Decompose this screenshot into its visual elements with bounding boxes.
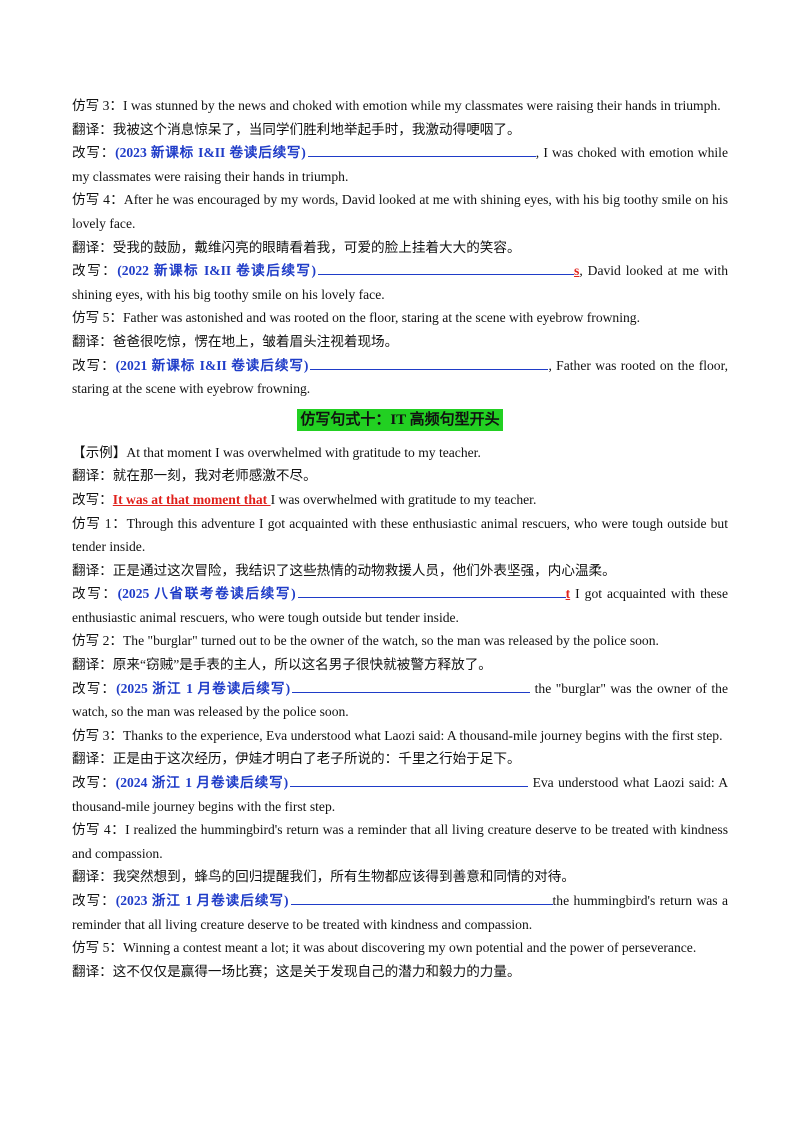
source-label: (2024 浙江 1 月卷读后续写) <box>115 775 289 791</box>
imitation-3b-sentence: 仿写 3：Thanks to the experience, Eva under… <box>72 727 723 743</box>
answer-blank[interactable] <box>318 259 575 276</box>
rewrite-tail: , I was choked with emotion while my cla… <box>72 145 728 184</box>
source-label: (2021 新课标 I&II 卷读后续写) <box>115 357 309 373</box>
section-heading-wrap: 仿写句式十：IT 高频句型开头 <box>72 408 728 435</box>
source-label: (2025 浙江 1 月卷读后续写) <box>116 680 291 696</box>
document-page: 仿写 3：I was stunned by the news and choke… <box>72 94 728 983</box>
answer-blank[interactable] <box>292 677 531 693</box>
imitation-1-rewrite: 改写：(2025 八省联考卷读后续写) t I got acquainted wi… <box>72 582 728 629</box>
imitation-5-translation: 翻译：爸爸很吃惊，愣在地上，皱着眉头注视着现场。 <box>72 333 399 349</box>
section-heading: 仿写句式十：IT 高频句型开头 <box>297 408 503 431</box>
example-translation: 翻译：就在那一刻，我对老师感激不尽。 <box>72 468 317 484</box>
imitation-5b-translation: 翻译：这不仅仅是赢得一场比赛；这是关于发现自己的潜力和毅力的力量。 <box>72 963 521 979</box>
source-label: (2023 新课标 I&II 卷读后续写) <box>115 145 306 161</box>
imitation-2-rewrite: 改写：(2025 浙江 1 月卷读后续写) the "burglar" was … <box>72 677 728 724</box>
answer-blank[interactable] <box>290 771 529 788</box>
answer-blank[interactable] <box>290 889 553 905</box>
imitation-3-sentence: 仿写 3：I was stunned by the news and choke… <box>72 94 728 118</box>
source-label: (2022 新课标 I&II 卷读后续写) <box>117 263 317 279</box>
imitation-5b-sentence: 仿写 5：Winning a contest meant a lot; it w… <box>72 940 697 956</box>
source-label: (2023 浙江 1 月卷读后续写) <box>115 893 289 908</box>
imitation-3b-rewrite: 改写：(2024 浙江 1 月卷读后续写) Eva understood wha… <box>72 771 728 818</box>
answer-blank[interactable] <box>307 141 536 158</box>
answer-blank[interactable] <box>310 354 549 370</box>
imitation-3-translation: 翻译：我被这个消息惊呆了，当同学们胜利地举起手时，我激动得哽咽了。 <box>72 121 521 137</box>
imitation-4b-rewrite: 改写：(2023 浙江 1 月卷读后续写) the hummingbird's r… <box>72 889 728 936</box>
example-sentence: 【示例】At that moment I was overwhelmed wit… <box>72 444 481 460</box>
imitation-4-sentence: 仿写 4：After he was encouraged by my words… <box>72 192 728 231</box>
imitation-4b-sentence: 仿写 4：I realized the hummingbird's return… <box>72 822 728 861</box>
sentence-text: I was stunned by the news and choked wit… <box>122 98 721 113</box>
red-answer-fragment: s <box>574 263 580 279</box>
imitation-4b-translation: 翻译：我突然想到，蜂鸟的回归提醒我们，所有生物都应该得到善意和同情的对待。 <box>72 869 575 885</box>
red-answer-fragment: It was at that moment that <box>112 491 271 507</box>
source-label: (2025 八省联考卷读后续写) <box>117 586 296 602</box>
example-rewrite: 改写：It was at that moment that I was over… <box>72 491 537 507</box>
imitation-5-rewrite: 改写：(2021 新课标 I&II 卷读后续写), Father was roo… <box>72 354 728 401</box>
item-label: 仿写 3： <box>72 98 123 113</box>
red-answer-fragment: t <box>565 586 571 602</box>
imitation-4-rewrite: 改写：(2022 新课标 I&II 卷读后续写) s, David looked … <box>72 259 728 306</box>
imitation-1-translation: 翻译：正是通过这次冒险，我结识了这些热情的动物救援人员，他们外表坚强，内心温柔。 <box>72 562 616 578</box>
imitation-2-sentence: 仿写 2：The "burglar" turned out to be the … <box>72 633 659 649</box>
imitation-4-translation: 翻译：受我的鼓励，戴维闪亮的眼睛看着我，可爱的脸上挂着大大的笑容。 <box>72 239 521 255</box>
answer-blank[interactable] <box>297 582 566 599</box>
imitation-2-translation: 翻译：原来“窃贼”是手表的主人，所以这名男子很快就被警方释放了。 <box>72 657 492 673</box>
imitation-3b-translation: 翻译：正是由于这次经历，伊娃才明白了老子所说的：千里之行始于足下。 <box>72 751 521 767</box>
imitation-3-rewrite: 改写：(2023 新课标 I&II 卷读后续写), I was choked w… <box>72 141 728 188</box>
imitation-5-sentence: 仿写 5：Father was astonished and was roote… <box>72 310 640 326</box>
imitation-1-sentence: 仿写 1：Through this adventure I got acquai… <box>72 515 728 555</box>
